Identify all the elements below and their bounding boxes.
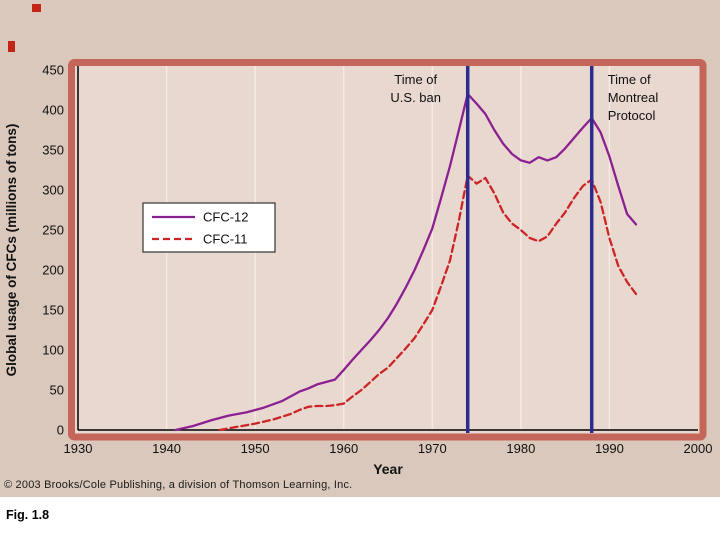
- legend-box: [142, 202, 276, 253]
- x-tick-label-1950: 1950: [241, 441, 270, 456]
- x-tick-label-1970: 1970: [418, 441, 447, 456]
- y-tick-label-0: 0: [57, 423, 64, 438]
- x-tick-label-1930: 1930: [64, 441, 93, 456]
- event-annotation-1988-line-2: Montreal: [608, 90, 659, 105]
- x-tick-label-1940: 1940: [152, 441, 181, 456]
- red-slide-artifact-left: [8, 41, 15, 52]
- y-tick-label-50: 50: [50, 383, 64, 398]
- red-slide-artifact-top: [32, 4, 41, 12]
- y-tick-label-100: 100: [42, 343, 64, 358]
- event-annotation-1988-line-3: Protocol: [608, 108, 656, 123]
- y-tick-label-350: 350: [42, 143, 64, 158]
- cfc-usage-line-chart: Time of U.S. ban Time of Montreal Protocol CF…: [4, 59, 713, 477]
- series-line-cfc-12: [174, 92, 638, 432]
- y-tick-label-400: 400: [42, 103, 64, 118]
- x-axis-title: Year: [373, 461, 403, 477]
- y-tick-label-150: 150: [42, 303, 64, 318]
- y-tick-label-200: 200: [42, 263, 64, 278]
- x-tick-label-2000: 2000: [684, 441, 713, 456]
- y-tick-label-450: 450: [42, 63, 64, 78]
- event-annotation-1974-line-1: Time of: [394, 72, 437, 87]
- legend-label-cfc-11: CFC-11: [203, 232, 248, 247]
- figure-number-label: Fig. 1.8: [6, 508, 50, 522]
- y-tick-label-300: 300: [42, 183, 64, 198]
- event-annotation-1988-line-1: Time of: [608, 72, 651, 87]
- x-tick-label-1960: 1960: [329, 441, 358, 456]
- y-axis-title: Global usage of CFCs (millions of tons): [4, 124, 19, 377]
- x-tick-label-1980: 1980: [506, 441, 535, 456]
- y-tick-label-250: 250: [42, 223, 64, 238]
- slide-background: Time of U.S. ban Time of Montreal Protocol CF…: [0, 0, 720, 497]
- chart-frame: [68, 59, 707, 441]
- series-line-cfc-11: [218, 174, 638, 432]
- x-tick-label-1990: 1990: [595, 441, 624, 456]
- legend-label-cfc-12: CFC-12: [203, 210, 249, 225]
- event-annotation-1974-line-2: U.S. ban: [390, 90, 441, 105]
- copyright-text: © 2003 Brooks/Cole Publishing, a divisio…: [4, 479, 353, 491]
